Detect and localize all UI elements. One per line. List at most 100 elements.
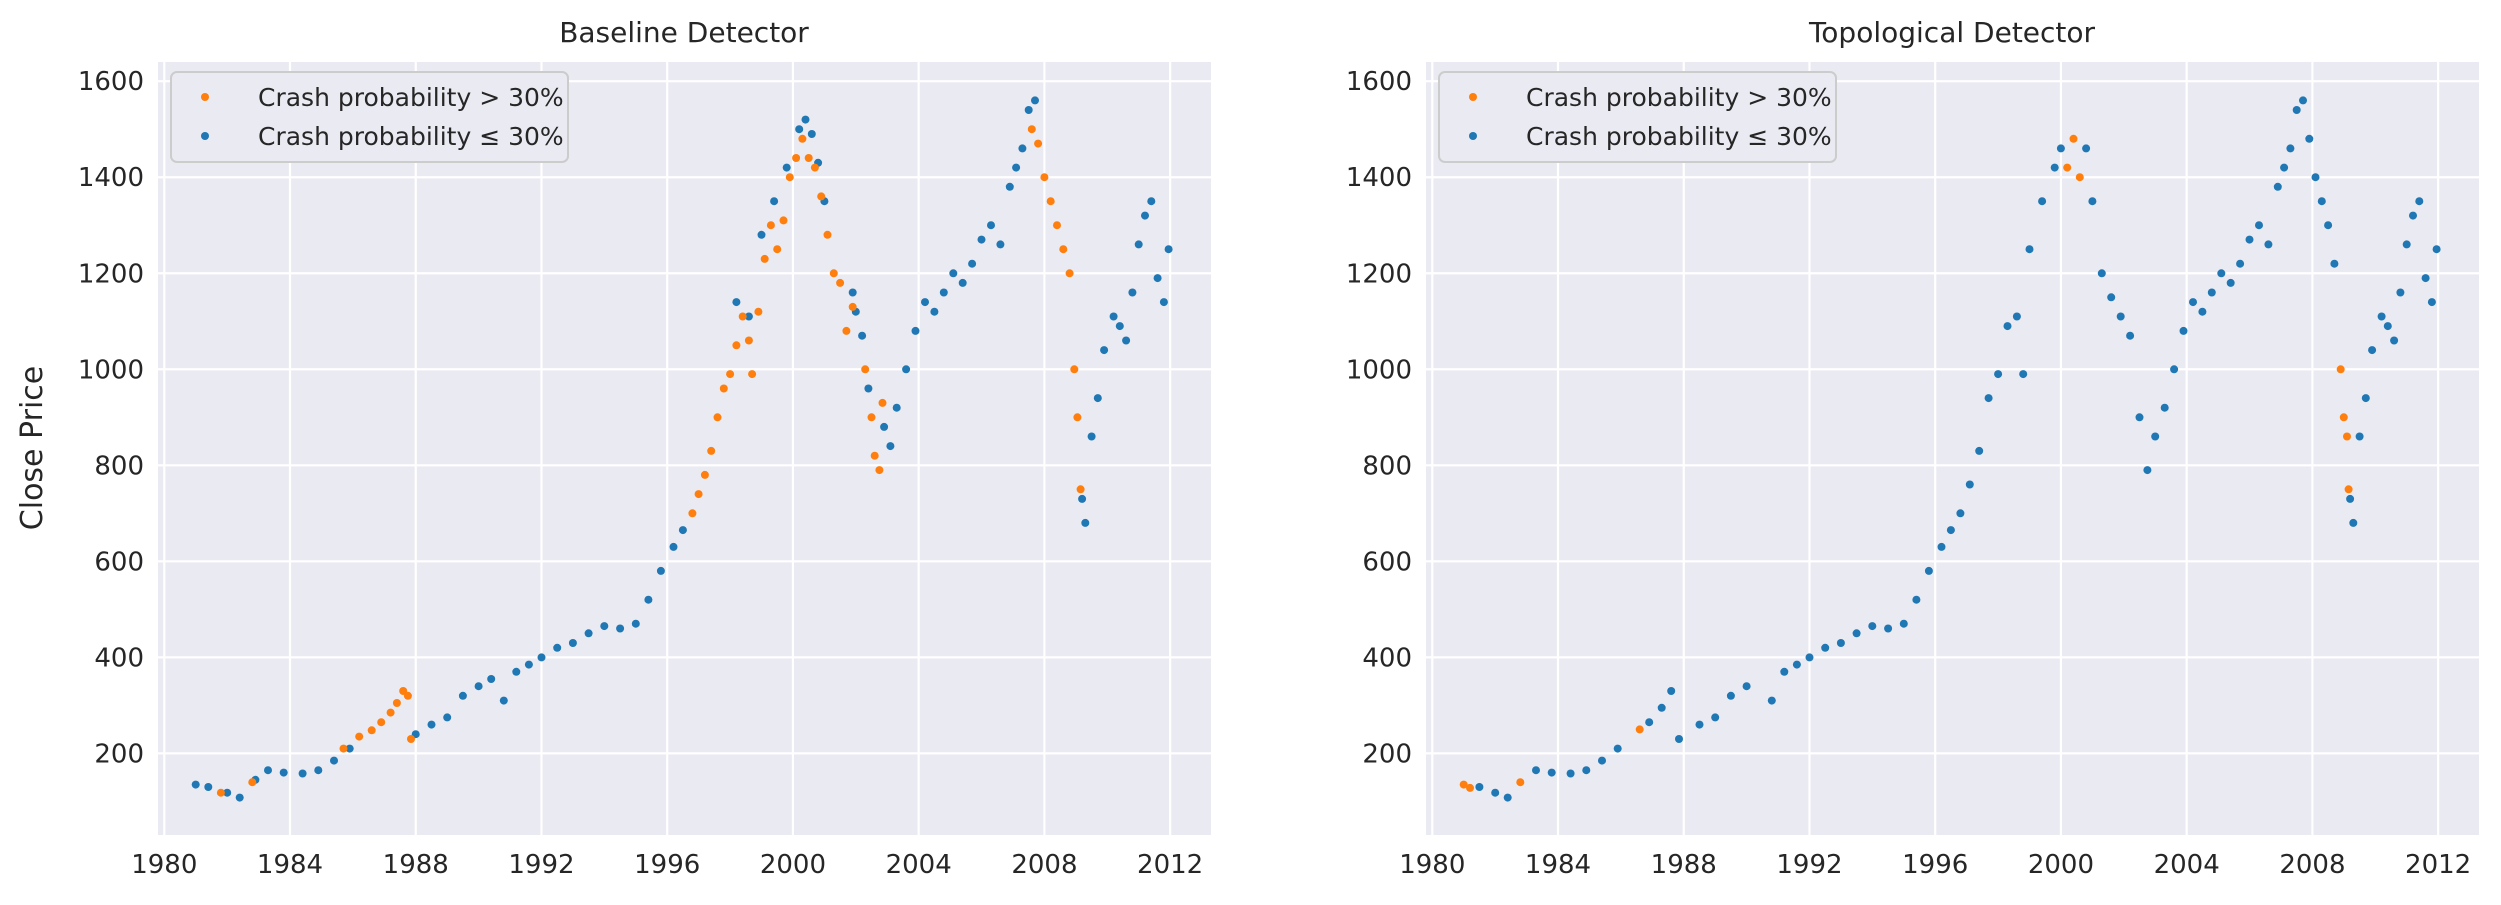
data-point-crash-high xyxy=(1073,413,1082,422)
data-point-crash-high xyxy=(779,216,788,225)
data-point-crash-high xyxy=(1459,780,1468,789)
data-point-crash-high xyxy=(367,726,376,735)
data-point-crash-low xyxy=(1093,394,1102,403)
x-tick-label: 2012 xyxy=(2405,850,2471,880)
data-point-crash-high xyxy=(2344,485,2353,494)
data-point-crash-low xyxy=(2170,365,2179,374)
data-point-crash-low xyxy=(2012,312,2021,321)
y-tick-label: 1000 xyxy=(78,355,144,385)
x-tick-label: 1992 xyxy=(508,850,574,880)
data-point-crash-low xyxy=(1695,720,1704,729)
data-point-crash-high xyxy=(355,732,364,741)
data-point-crash-low xyxy=(2003,322,2012,331)
data-point-crash-high xyxy=(707,446,716,455)
data-point-crash-low xyxy=(2179,326,2188,335)
data-point-crash-low xyxy=(568,639,577,647)
data-point-crash-low xyxy=(1078,494,1087,503)
data-point-crash-low xyxy=(204,783,213,791)
data-point-crash-low xyxy=(1836,639,1845,647)
data-point-crash-low xyxy=(2226,278,2235,287)
data-point-crash-low xyxy=(2135,413,2144,422)
data-point-crash-low xyxy=(1975,446,1984,455)
data-point-crash-high xyxy=(754,307,763,316)
data-point-crash-low xyxy=(1767,696,1776,705)
legend-box xyxy=(1438,71,1837,163)
y-tick-label: 1400 xyxy=(1346,163,1412,193)
data-point-crash-low xyxy=(958,278,967,287)
data-point-crash-low xyxy=(656,566,665,575)
data-point-crash-low xyxy=(1087,432,1096,441)
data-point-crash-low xyxy=(1503,793,1512,802)
y-axis-ticks: 200 400 600 800 1000 1200 1400 1600 xyxy=(78,67,144,769)
data-point-crash-high xyxy=(1076,485,1085,494)
plot-area xyxy=(1426,62,2479,835)
data-point-crash-high xyxy=(842,326,851,335)
data-point-crash-high xyxy=(766,221,775,230)
data-point-crash-low xyxy=(1547,768,1556,777)
data-point-crash-low xyxy=(732,298,741,307)
data-point-crash-high xyxy=(1635,725,1644,734)
data-point-crash-low xyxy=(1122,336,1131,345)
y-tick-label: 1400 xyxy=(78,163,144,193)
data-point-crash-low xyxy=(2299,96,2307,105)
x-tick-label: 1980 xyxy=(131,850,197,880)
data-point-crash-low xyxy=(902,365,911,374)
data-point-crash-low xyxy=(1109,312,1118,321)
data-point-crash-low xyxy=(2097,269,2106,278)
data-point-crash-low xyxy=(223,788,232,797)
data-point-crash-low xyxy=(1115,322,1124,331)
data-point-crash-high xyxy=(773,245,782,254)
data-point-crash-low xyxy=(2317,197,2326,206)
data-point-crash-high xyxy=(861,365,870,374)
data-point-crash-high xyxy=(1053,221,1061,230)
data-point-crash-low xyxy=(1984,394,1993,403)
data-point-crash-low xyxy=(458,691,467,700)
chart-title: Baseline Detector xyxy=(559,16,809,49)
y-tick-label: 800 xyxy=(1362,451,1412,481)
x-tick-label: 1984 xyxy=(257,850,323,880)
data-point-crash-low xyxy=(2143,466,2152,475)
data-point-crash-high xyxy=(792,154,801,162)
data-point-crash-high xyxy=(785,173,794,182)
data-point-crash-low xyxy=(1792,660,1801,669)
y-tick-label: 600 xyxy=(1362,547,1412,577)
data-point-crash-low xyxy=(298,769,307,778)
data-point-crash-low xyxy=(921,298,929,307)
data-point-crash-low xyxy=(314,766,323,775)
data-point-crash-low xyxy=(2324,221,2333,230)
data-point-crash-low xyxy=(2349,518,2358,527)
data-point-crash-high xyxy=(1059,245,1068,254)
data-point-crash-low xyxy=(235,793,244,802)
x-tick-label: 2008 xyxy=(2279,850,2345,880)
data-point-crash-low xyxy=(1141,211,1149,220)
y-tick-label: 1200 xyxy=(1346,259,1412,289)
data-point-crash-low xyxy=(939,288,948,297)
data-point-crash-low xyxy=(1475,783,1484,791)
data-point-crash-low xyxy=(2330,259,2339,268)
data-point-crash-low xyxy=(1031,96,1039,105)
data-point-crash-low xyxy=(537,653,546,662)
data-point-crash-high xyxy=(870,451,879,460)
data-point-crash-low xyxy=(2189,298,2197,307)
data-point-crash-low xyxy=(2311,173,2320,182)
y-tick-label: 400 xyxy=(94,643,144,673)
data-point-crash-high xyxy=(836,278,845,287)
data-point-crash-low xyxy=(1899,619,1908,628)
data-point-crash-low xyxy=(1946,526,1955,535)
data-point-crash-low xyxy=(2305,134,2314,143)
data-point-crash-high xyxy=(248,778,257,787)
data-point-crash-low xyxy=(795,125,804,134)
data-point-crash-low xyxy=(2396,288,2405,297)
data-point-crash-low xyxy=(987,221,995,230)
data-point-crash-low xyxy=(1005,182,1014,191)
data-point-crash-high xyxy=(744,336,753,345)
data-point-crash-low xyxy=(1128,288,1137,297)
data-point-crash-low xyxy=(977,235,986,244)
data-point-crash-low xyxy=(2346,494,2355,503)
x-tick-label: 2012 xyxy=(1137,850,1203,880)
data-point-crash-low xyxy=(2368,346,2377,355)
data-point-crash-low xyxy=(2019,370,2028,379)
data-point-crash-low xyxy=(1924,566,1933,575)
data-point-crash-low xyxy=(1675,735,1683,743)
data-point-crash-low xyxy=(2198,307,2207,316)
